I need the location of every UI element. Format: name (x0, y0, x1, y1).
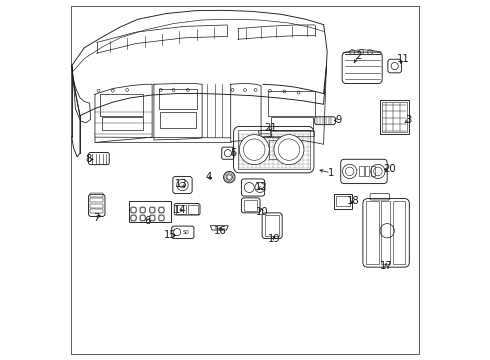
Circle shape (274, 135, 304, 165)
Bar (149, 207, 155, 213)
Bar (159, 215, 164, 221)
Circle shape (149, 215, 155, 221)
Text: 2: 2 (355, 51, 362, 61)
Bar (131, 215, 136, 221)
Bar (159, 89, 197, 109)
Bar (102, 117, 143, 130)
Bar (159, 207, 164, 213)
Bar (359, 166, 364, 176)
Text: 1: 1 (327, 168, 334, 178)
Text: 4: 4 (205, 172, 212, 182)
Bar (140, 207, 146, 213)
Text: 3: 3 (406, 115, 412, 125)
Text: 5: 5 (230, 148, 237, 158)
Text: 9: 9 (335, 115, 342, 125)
Bar (131, 207, 136, 213)
Text: 7: 7 (94, 212, 100, 222)
Bar (334, 194, 352, 208)
Bar (265, 215, 279, 236)
Bar (382, 103, 407, 132)
Text: 20: 20 (383, 164, 396, 174)
Bar (90, 203, 103, 207)
Bar (90, 193, 103, 197)
Text: 19: 19 (268, 234, 281, 244)
Circle shape (159, 207, 164, 213)
Circle shape (140, 215, 146, 221)
Text: 6: 6 (145, 216, 151, 226)
Bar (371, 166, 375, 176)
Text: 10: 10 (256, 207, 269, 217)
Text: 15: 15 (164, 230, 177, 240)
Bar (270, 131, 314, 136)
Bar (149, 215, 155, 221)
Circle shape (140, 207, 146, 213)
Text: 18: 18 (346, 197, 359, 206)
Text: 17: 17 (380, 261, 392, 271)
Bar (380, 100, 409, 134)
Bar (176, 205, 186, 213)
Circle shape (149, 207, 155, 213)
Text: 16: 16 (214, 226, 227, 236)
Text: 14: 14 (173, 205, 186, 215)
Circle shape (239, 135, 270, 165)
Text: SD: SD (183, 230, 190, 235)
Circle shape (131, 215, 136, 221)
Text: 13: 13 (175, 179, 188, 189)
Bar (90, 198, 103, 202)
Bar (129, 202, 171, 222)
Text: 11: 11 (396, 54, 409, 64)
Bar (100, 94, 143, 116)
Bar (140, 215, 146, 221)
Bar (160, 112, 196, 128)
Bar (245, 200, 257, 211)
Circle shape (159, 215, 164, 221)
Bar (381, 202, 391, 264)
Bar (238, 130, 310, 169)
Bar (392, 202, 405, 264)
Bar (270, 140, 288, 159)
Bar (188, 205, 198, 213)
Bar (367, 202, 379, 264)
Bar (270, 117, 313, 130)
Text: 21: 21 (264, 123, 277, 133)
Bar (365, 166, 369, 176)
Text: 12: 12 (255, 182, 268, 192)
Bar (268, 91, 315, 116)
Bar (336, 196, 350, 206)
Circle shape (131, 207, 136, 213)
Text: 8: 8 (85, 154, 92, 164)
Bar (90, 209, 103, 213)
